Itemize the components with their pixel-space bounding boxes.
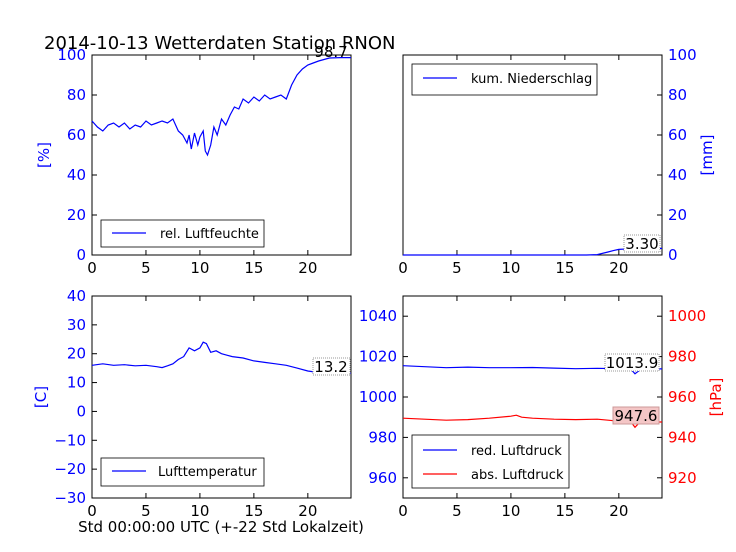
y-tick-label: 20 [67, 206, 86, 224]
panel-temperature: 0 5 10 15 20 −30 −20 −10 0 10 20 30 40 [C] 13.2 Lufttem… [32, 287, 352, 520]
y-tick-label: 20 [668, 206, 687, 224]
legend-box [100, 457, 265, 487]
x-tick-label: 0 [87, 259, 97, 277]
panel-precipitation: 0 5 10 15 20 0 20 40 60 80 100 [mm] 3.30 kum. Nieders… [398, 46, 716, 277]
y-tick-label: 960 [368, 469, 397, 487]
y-right-tick-label: 920 [668, 469, 697, 487]
legend-label: rel. Luftfeuchte [160, 227, 259, 242]
y-tick-label: 0 [76, 402, 86, 420]
legend-box [411, 434, 570, 489]
y-right-tick-label: 980 [668, 348, 697, 366]
legend-label: Lufttemperatur [158, 465, 257, 480]
y-tick-label: 1000 [359, 388, 397, 406]
figure-title: 2014-10-13 Wetterdaten Station RNON [44, 33, 395, 54]
y-tick-label: 60 [668, 126, 687, 144]
y-right-tick-label: 940 [668, 428, 697, 446]
x-tick-label: 20 [609, 502, 628, 520]
plot-frame [91, 54, 352, 256]
panel-humidity: 0 5 10 15 20 0 20 40 60 80 100 [%] 98.7 rel. Luftfeuc… [35, 43, 352, 277]
series-line [91, 56, 351, 157]
y-tick-label: 1040 [359, 307, 397, 325]
x-tick-label: 20 [298, 502, 317, 520]
x-tick-label: 20 [609, 259, 628, 277]
last-value-box [612, 406, 660, 425]
y-tick-label: 40 [67, 287, 86, 305]
plot-frame [91, 295, 352, 499]
x-tick-label: 0 [398, 502, 408, 520]
y-tick-label: 0 [76, 246, 86, 264]
x-tick-label: 10 [190, 502, 209, 520]
last-value-label: 98.7 [314, 43, 347, 61]
last-value-label: 13.2 [314, 358, 347, 376]
legend-label: abs. Luftdruck [471, 468, 564, 483]
x-tick-label: 0 [87, 502, 97, 520]
y-tick-label: 980 [368, 428, 397, 446]
panel-pressure: 0 5 10 15 20 960 980 1000 1020 1040 920 940 960 980 10… [359, 295, 725, 520]
y-tick-label: 10 [67, 374, 86, 392]
y-axis-label: [mm] [698, 135, 716, 176]
last-value-label: 1013.9 [606, 354, 659, 372]
x-tick-label: 15 [244, 502, 263, 520]
last-value-box [623, 234, 661, 253]
legend-label: red. Luftdruck [471, 444, 562, 459]
x-tick-label: 10 [190, 259, 209, 277]
last-value-box [312, 357, 351, 376]
last-value-label: 3.30 [625, 235, 658, 253]
x-tick-label: 5 [452, 502, 462, 520]
y-tick-label: −30 [54, 489, 86, 507]
x-tick-label: 15 [244, 259, 263, 277]
y-tick-label: 20 [67, 345, 86, 363]
x-tick-label: 5 [141, 259, 151, 277]
x-tick-label: 0 [398, 259, 408, 277]
x-tick-label: 10 [501, 502, 520, 520]
y-tick-label: 40 [67, 166, 86, 184]
y-right-tick-label: 1000 [668, 307, 706, 325]
y-tick-label: 100 [668, 46, 697, 64]
y-tick-label: 0 [668, 246, 678, 264]
series-line [402, 414, 662, 429]
series-line [403, 247, 662, 256]
x-tick-label: 15 [555, 502, 574, 520]
x-tick-label: 20 [298, 259, 317, 277]
legend-label: kum. Niederschlag [471, 72, 592, 87]
last-value-label: 947.6 [615, 407, 658, 425]
y-tick-label: 80 [668, 86, 687, 104]
y-tick-label: 40 [668, 166, 687, 184]
y-tick-label: 80 [67, 86, 86, 104]
x-tick-label: 15 [555, 259, 574, 277]
y-axis-label: [%] [35, 142, 53, 168]
legend-box [411, 63, 598, 96]
y-axis-label: [C] [32, 386, 50, 408]
last-value-box [604, 353, 660, 372]
y-axis-label: [hPa] [707, 378, 725, 417]
y-tick-label: −10 [54, 431, 86, 449]
y-right-tick-label: 960 [668, 388, 697, 406]
y-tick-label: 100 [57, 46, 86, 64]
x-axis-label: Std 00:00:00 UTC (+-22 Std Lokalzeit) [78, 518, 364, 536]
y-tick-label: 30 [67, 316, 86, 334]
series-line [402, 365, 662, 375]
y-tick-label: 60 [67, 126, 86, 144]
y-tick-label: −20 [54, 460, 86, 478]
y-tick-label: 1020 [359, 348, 397, 366]
x-tick-label: 5 [141, 502, 151, 520]
x-tick-label: 10 [501, 259, 520, 277]
x-tick-label: 5 [452, 259, 462, 277]
series-line [91, 341, 351, 374]
